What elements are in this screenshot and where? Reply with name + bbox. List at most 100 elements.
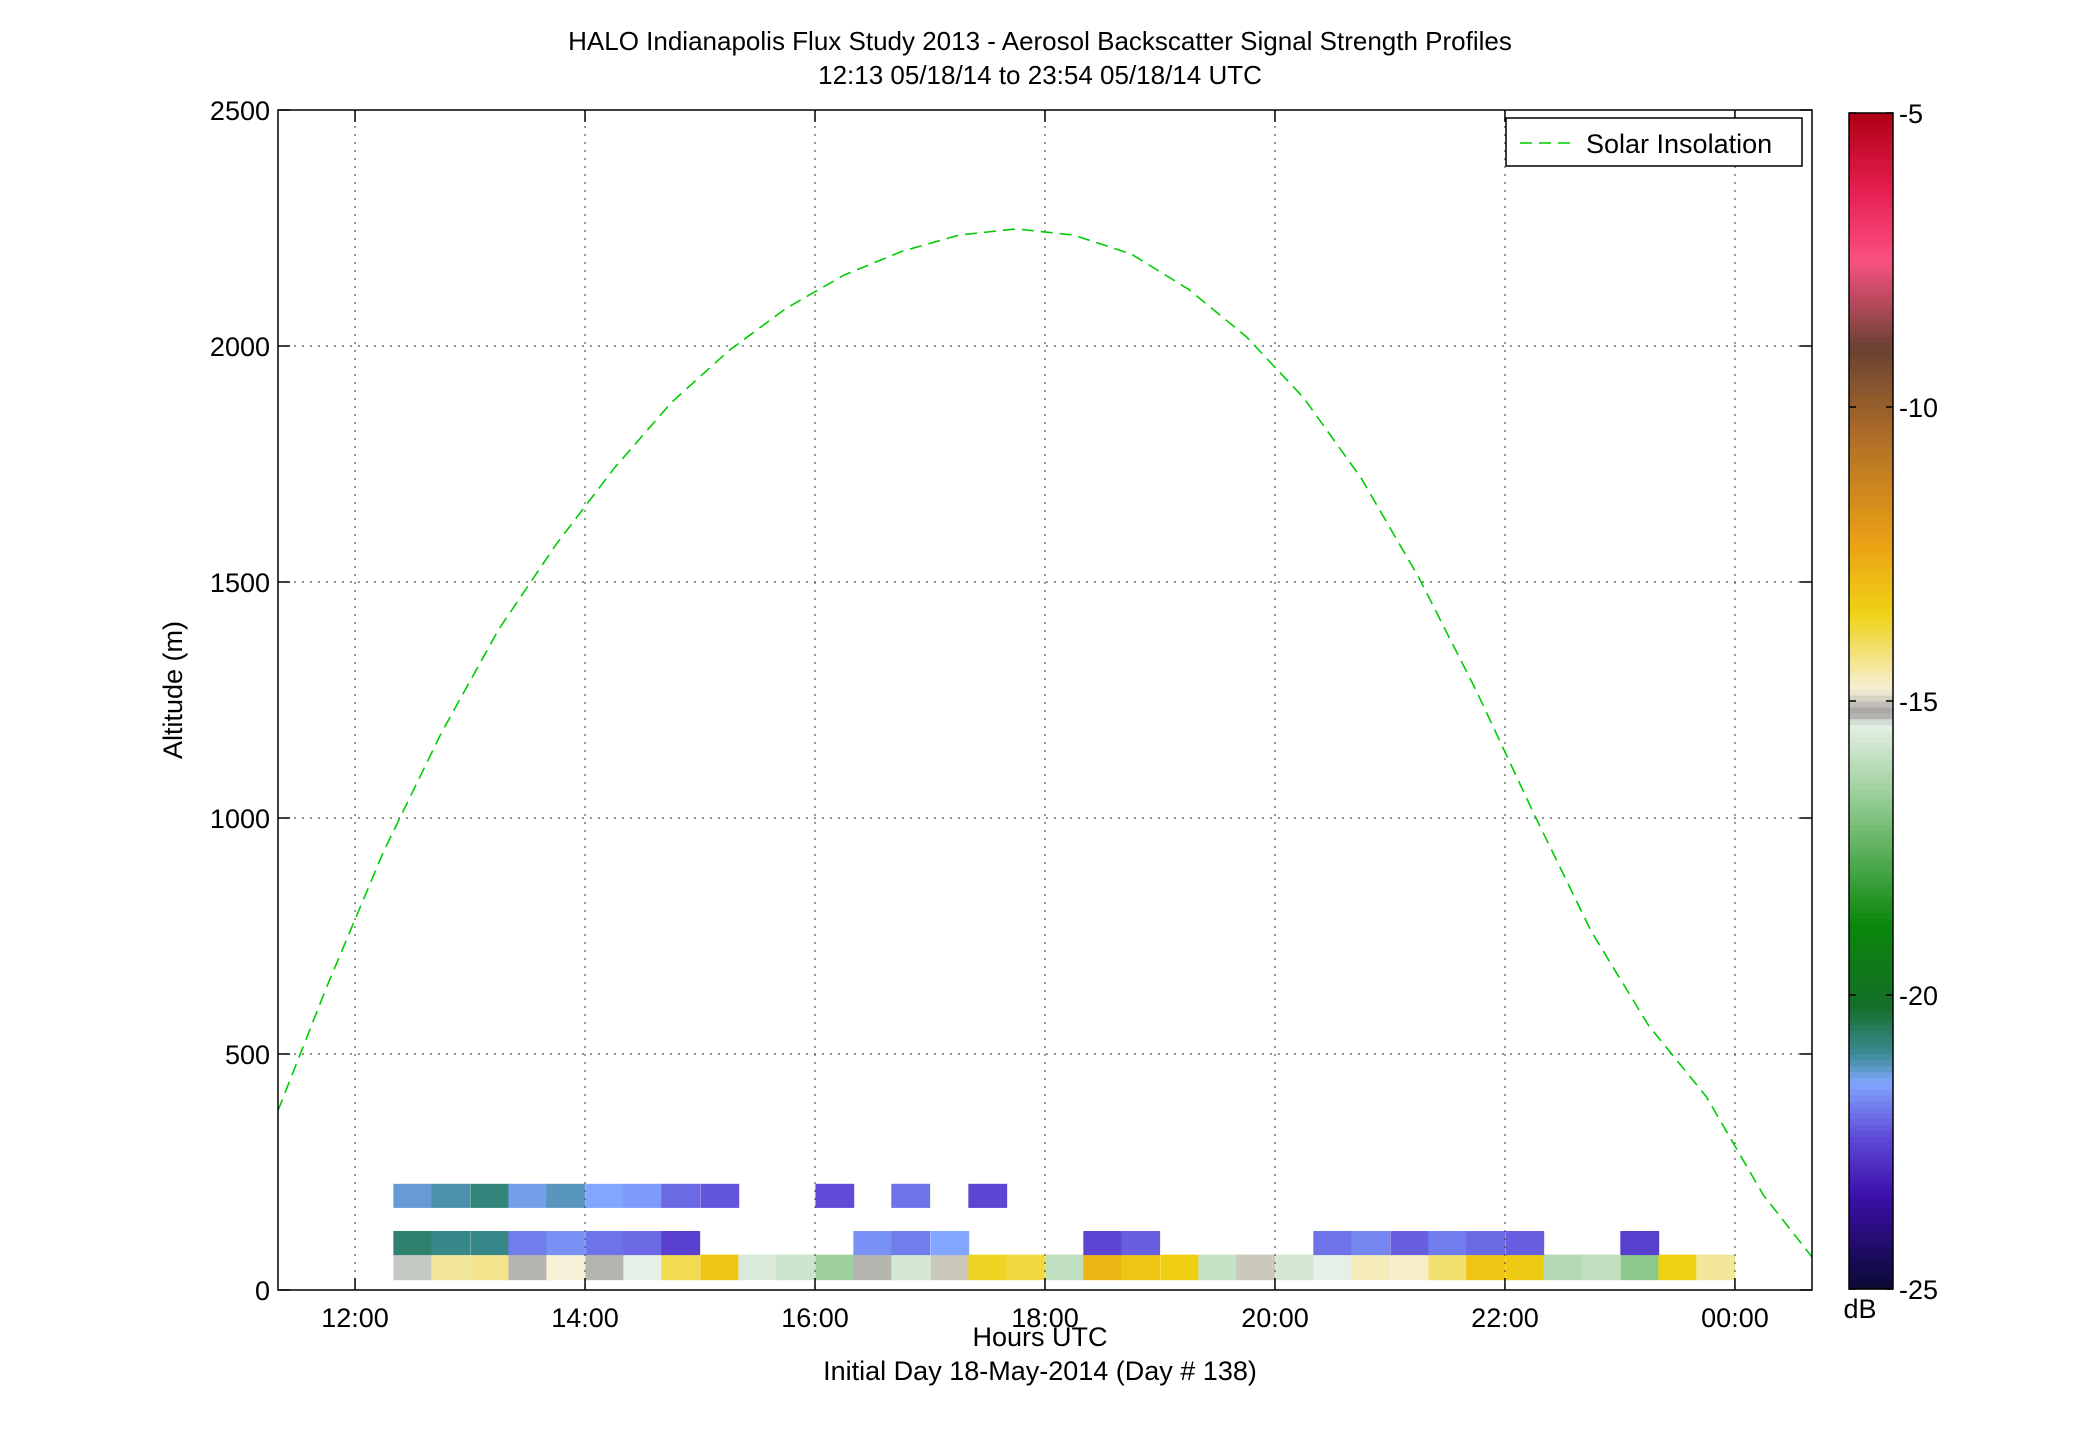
colorbar-segment [1849, 942, 1893, 949]
colorbar-segment [1849, 712, 1893, 720]
colorbar-segment [1849, 836, 1893, 843]
chart-title: HALO Indianapolis Flux Study 2013 - Aero… [568, 26, 1512, 56]
surface-band-cell [470, 1254, 510, 1281]
colorbar-segment [1849, 853, 1893, 861]
legend: Solar Insolation [1505, 117, 1803, 167]
legend-box [1505, 117, 1803, 167]
plot-background [278, 110, 1812, 1290]
colorbar-segment [1849, 183, 1893, 191]
heatmap-cell [891, 1231, 931, 1256]
colorbar-segment [1849, 689, 1893, 696]
surface-band-cell [1620, 1254, 1660, 1281]
y-tick-label: 2000 [210, 332, 270, 362]
heatmap-cell [1390, 1231, 1430, 1256]
colorbar-segment [1849, 318, 1893, 326]
colorbar-segment [1849, 465, 1893, 473]
colorbar-segment [1849, 1241, 1893, 1249]
legend-entry-solar-insolation: Solar Insolation [1586, 129, 1772, 159]
colorbar-segment [1849, 1153, 1893, 1161]
colorbar-segment [1849, 912, 1893, 920]
colorbar-segment [1849, 1136, 1893, 1143]
colorbar-segment [1849, 606, 1893, 614]
colorbar-segment [1849, 189, 1893, 196]
colorbar-segment [1849, 589, 1893, 596]
colorbar-segment [1849, 859, 1893, 867]
colorbar-segment [1849, 448, 1893, 455]
colorbar-segment [1849, 806, 1893, 814]
colorbar-segment [1849, 1177, 1893, 1184]
heatmap-cell [585, 1183, 625, 1208]
heatmap-cell [470, 1183, 510, 1208]
colorbar-segment [1849, 983, 1893, 990]
colorbar-segment [1849, 1230, 1893, 1237]
colorbar-segment [1849, 412, 1893, 420]
surface-band-cell [930, 1254, 970, 1281]
heatmap-cell [508, 1183, 548, 1208]
colorbar-tick-label: -25 [1899, 1275, 1938, 1305]
surface-band-cell [393, 1254, 433, 1281]
surface-band-cell [1505, 1254, 1545, 1281]
surface-band-cell [1275, 1254, 1315, 1281]
colorbar-segment [1849, 736, 1893, 743]
colorbar-tick-label: -20 [1899, 981, 1938, 1011]
colorbar-segment [1849, 495, 1893, 502]
colorbar-segment [1849, 1271, 1893, 1278]
colorbar-segment [1849, 359, 1893, 367]
surface-band-cell [776, 1254, 816, 1281]
chart-subtitle: 12:13 05/18/14 to 23:54 05/18/14 UTC [818, 60, 1262, 90]
surface-band-cell [968, 1254, 1008, 1281]
surface-band-cell [891, 1254, 931, 1281]
colorbar-segment [1849, 1059, 1893, 1067]
surface-band-cell [738, 1254, 778, 1281]
colorbar-segment [1849, 1106, 1893, 1114]
colorbar-segment [1849, 154, 1893, 161]
heatmap-cell [623, 1231, 663, 1256]
surface-band-cell [1466, 1254, 1506, 1281]
colorbar-segment [1849, 424, 1893, 432]
colorbar-segment [1849, 113, 1893, 120]
colorbar-segment [1849, 136, 1893, 143]
colorbar-unit-label: dB [1843, 1294, 1876, 1324]
heatmap-cell [1466, 1231, 1506, 1256]
x-tick-label: 20:00 [1241, 1303, 1309, 1333]
colorbar-segment [1849, 301, 1893, 308]
colorbar-segment [1849, 271, 1893, 279]
heatmap-cell [1428, 1231, 1468, 1256]
y-tick-label: 1000 [210, 804, 270, 834]
colorbar-segment [1849, 336, 1893, 343]
colorbar-segment [1849, 800, 1893, 808]
x-tick-label: 12:00 [321, 1303, 389, 1333]
colorbar-segment [1849, 342, 1893, 349]
colorbar-segment [1849, 1124, 1893, 1131]
colorbar-segment [1849, 571, 1893, 579]
colorbar-segment [1849, 365, 1893, 373]
colorbar-segment [1849, 1030, 1893, 1037]
colorbar-segment [1849, 918, 1893, 926]
surface-band-cell [1428, 1254, 1468, 1281]
colorbar-segment [1849, 765, 1893, 773]
colorbar-segment [1849, 848, 1893, 855]
colorbar-segment [1849, 307, 1893, 314]
colorbar-segment [1849, 471, 1893, 479]
colorbar-segment [1849, 454, 1893, 461]
heatmap-cell [393, 1231, 433, 1256]
x-tick-label: 16:00 [781, 1303, 849, 1333]
colorbar-segment [1849, 436, 1893, 443]
colorbar-segment [1849, 624, 1893, 632]
colorbar-segment [1849, 742, 1893, 749]
heatmap-cell [431, 1231, 471, 1256]
surface-band-cell [1390, 1254, 1430, 1281]
x-tick-label: 18:00 [1011, 1303, 1079, 1333]
colorbar-segment [1849, 1194, 1893, 1202]
colorbar-segment [1849, 947, 1893, 955]
colorbar-segment [1849, 1189, 1893, 1196]
colorbar-segment [1849, 1236, 1893, 1243]
colorbar-segment [1849, 1118, 1893, 1125]
heatmap-cell [431, 1183, 471, 1208]
colorbar-segment [1849, 830, 1893, 837]
colorbar-segment [1849, 171, 1893, 179]
colorbar-segment [1849, 1042, 1893, 1049]
colorbar-segment [1849, 924, 1893, 931]
colorbar-segment [1849, 1083, 1893, 1090]
